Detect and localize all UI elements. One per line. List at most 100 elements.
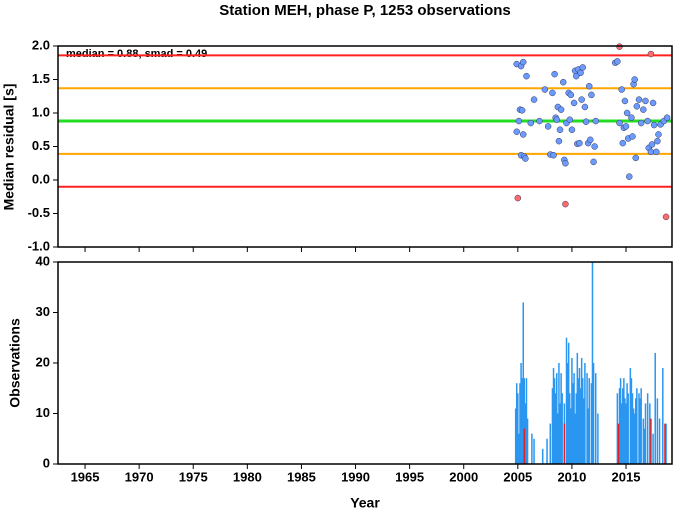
- bar: [640, 388, 642, 464]
- annotation: median = 0.88, smad = 0.49: [66, 48, 207, 60]
- y-tick-label: 40: [36, 253, 50, 268]
- point: [550, 151, 557, 159]
- bar: [553, 378, 556, 464]
- bar: [557, 413, 559, 464]
- bar: [524, 403, 527, 464]
- bar: [565, 337, 568, 464]
- bar: [616, 393, 619, 464]
- point: [591, 143, 598, 150]
- point: [582, 118, 590, 125]
- point: [515, 117, 523, 125]
- bar: [567, 342, 570, 464]
- plot-frame: [57, 261, 673, 465]
- point: [577, 69, 584, 77]
- point: [513, 128, 520, 136]
- point: [581, 103, 589, 111]
- point: [567, 91, 575, 99]
- point: [578, 96, 585, 103]
- bar: [658, 418, 661, 464]
- bar: [625, 403, 627, 464]
- bar: [633, 413, 636, 464]
- bar: [574, 413, 576, 464]
- bar: [584, 363, 586, 464]
- bar: [520, 363, 522, 464]
- point: [556, 126, 564, 133]
- bar: [654, 352, 656, 464]
- x-tick-label: 2015: [612, 469, 641, 484]
- bar: [588, 378, 590, 464]
- point: [570, 99, 578, 107]
- bar: [573, 373, 575, 464]
- bar: [629, 368, 632, 464]
- bar: [618, 388, 621, 464]
- y-tick-label: 30: [36, 304, 50, 319]
- bar: [577, 378, 580, 464]
- bar: [646, 393, 649, 464]
- bar: [594, 373, 597, 464]
- bar: [515, 383, 518, 464]
- point: [642, 97, 649, 105]
- bar: [518, 433, 520, 464]
- bar: [517, 393, 519, 464]
- plot-frame: [57, 45, 673, 248]
- point: [621, 97, 629, 105]
- y-tick-label: 10: [36, 405, 50, 420]
- chart-title: Station MEH, phase P, 1253 observations: [219, 2, 511, 19]
- point: [663, 114, 671, 121]
- point: [647, 50, 655, 58]
- point: [644, 117, 651, 125]
- point: [514, 194, 522, 202]
- point: [549, 89, 556, 97]
- point: [618, 86, 625, 93]
- point: [576, 139, 583, 147]
- bar: [569, 393, 571, 464]
- point: [562, 160, 569, 167]
- point: [619, 139, 627, 147]
- y-axis-label: Median residual [s]: [1, 84, 17, 211]
- point: [568, 126, 576, 133]
- point: [648, 141, 656, 148]
- point: [562, 200, 569, 208]
- point: [629, 133, 636, 140]
- bar: [656, 398, 659, 464]
- point: [633, 103, 641, 110]
- bar: [522, 302, 524, 464]
- bar: [571, 357, 573, 464]
- bar: [652, 433, 654, 464]
- bar: [566, 363, 569, 464]
- bar: [523, 428, 526, 464]
- bar: [533, 438, 535, 464]
- point: [616, 119, 623, 127]
- point: [551, 70, 558, 78]
- y-tick-label: -0.5: [28, 205, 50, 220]
- bar: [592, 363, 595, 464]
- bar: [570, 408, 572, 464]
- point: [579, 64, 586, 71]
- point: [553, 116, 561, 123]
- x-tick-label: 1980: [233, 469, 262, 484]
- bar: [576, 352, 579, 464]
- point: [653, 148, 660, 156]
- bar: [560, 373, 562, 464]
- point: [654, 137, 661, 145]
- bar: [635, 398, 637, 464]
- point: [622, 123, 630, 130]
- x-tick-label: 2005: [503, 469, 532, 484]
- point: [572, 72, 580, 80]
- y-axis-label: Observations: [7, 318, 23, 408]
- bar: [525, 378, 528, 464]
- bar: [590, 383, 593, 464]
- point: [635, 96, 643, 103]
- point: [555, 137, 563, 145]
- bar: [552, 368, 555, 464]
- point: [519, 58, 527, 66]
- bar: [563, 423, 566, 464]
- point: [587, 136, 594, 144]
- point: [628, 114, 635, 121]
- bar: [626, 383, 628, 464]
- bar: [579, 388, 582, 464]
- bar: [650, 418, 652, 464]
- bar: [597, 413, 599, 464]
